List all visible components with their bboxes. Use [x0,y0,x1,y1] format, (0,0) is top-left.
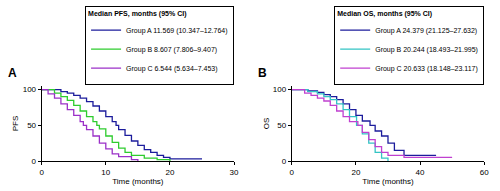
svg-text:100: 100 [23,85,37,94]
svg-text:Time (months): Time (months) [112,177,164,186]
svg-text:10: 10 [101,168,110,177]
svg-text:20: 20 [351,168,360,177]
svg-text:Group A 11.569 (10.347–12.764): Group A 11.569 (10.347–12.764) [126,27,227,35]
svg-text:40: 40 [416,168,425,177]
svg-text:Group C 6.544 (5.634–7.453): Group C 6.544 (5.634–7.453) [126,65,217,73]
svg-text:Median PFS, months (95% CI): Median PFS, months (95% CI) [88,10,186,18]
svg-text:50: 50 [27,121,36,130]
svg-text:0: 0 [39,168,44,177]
svg-text:Group B 8.607 (7.806–9.407): Group B 8.607 (7.806–9.407) [126,46,217,54]
svg-text:B: B [258,66,267,80]
svg-text:50: 50 [277,121,286,130]
svg-text:Group C 20.633 (18.148–23.117): Group C 20.633 (18.148–23.117) [375,65,478,73]
svg-text:Median OS, months (95% CI): Median OS, months (95% CI) [337,10,432,18]
svg-text:Group B 20.244 (18.493–21.995): Group B 20.244 (18.493–21.995) [375,46,478,54]
svg-text:100: 100 [273,85,287,94]
svg-text:20: 20 [165,168,174,177]
svg-text:Time (months): Time (months) [362,177,414,186]
svg-text:0: 0 [282,157,287,166]
svg-text:30: 30 [230,168,239,177]
svg-text:PFS: PFS [11,116,20,132]
svg-text:A: A [8,66,17,80]
svg-text:Group A 24.379 (21.125–27.632): Group A 24.379 (21.125–27.632) [375,27,477,35]
svg-text:60: 60 [480,168,489,177]
svg-text:0: 0 [290,168,295,177]
svg-text:0: 0 [32,157,37,166]
svg-text:OS: OS [262,118,271,130]
